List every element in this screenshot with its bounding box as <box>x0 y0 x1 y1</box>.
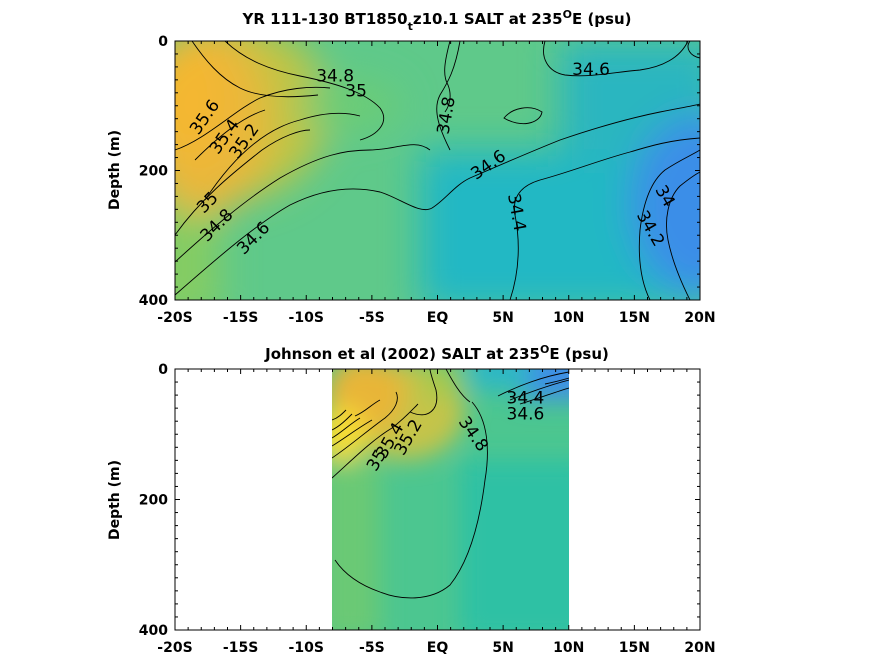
contour-label: 34.6 <box>572 60 610 80</box>
y-tick-label: 0 <box>158 34 168 50</box>
panel-1-contour-labels: 34.83535.635.435.23534.834.634.834.634.6… <box>186 60 678 259</box>
x-tick-label: 20N <box>684 310 715 326</box>
y-tick-label: 0 <box>158 362 168 378</box>
x-tick-label: 5N <box>492 310 513 326</box>
x-tick-label: 15N <box>619 310 650 326</box>
x-tick-label: -15S <box>223 640 258 656</box>
x-tick-label: -15S <box>223 310 258 326</box>
y-tick-label: 400 <box>139 293 168 309</box>
x-tick-label: 5N <box>492 640 513 656</box>
panel-1-contours <box>175 41 700 300</box>
panel-2-ylabel: Depth (m) <box>107 460 123 540</box>
x-tick-label: 10N <box>553 640 584 656</box>
panel-2-salinity-field <box>332 369 569 630</box>
y-tick-label: 400 <box>139 623 168 639</box>
panel-1-ylabel: Depth (m) <box>107 130 123 210</box>
y-tick-label: 200 <box>139 164 168 180</box>
panel-2-ticks: -20S -15S -10S -5S EQ 5N 10N 15N 20N 0 200 400 <box>139 362 716 656</box>
panel-2-title: Johnson et al (2002) SALT at 235OE (psu) <box>264 343 609 363</box>
x-tick-label: EQ <box>427 640 449 656</box>
contour-label: 34.8 <box>316 67 354 87</box>
x-tick-label: -10S <box>289 310 324 326</box>
y-tick-label: 200 <box>139 493 168 509</box>
contour-label: 35 <box>345 82 367 102</box>
panel-1-title: YR 111-130 BT1850tz10.1 SALT at 235OE (p… <box>241 8 631 33</box>
x-tick-label: EQ <box>427 310 449 326</box>
x-tick-label: -5S <box>359 640 385 656</box>
x-tick-label: -10S <box>289 640 324 656</box>
x-tick-label: -5S <box>359 310 385 326</box>
x-tick-label: -20S <box>157 310 192 326</box>
contour-label: 34.6 <box>507 405 545 425</box>
panel-1-ticks: -20S -15S -10S -5S EQ 5N 10N 15N 20N 0 200 400 <box>139 34 716 326</box>
contour-label: 34.4 <box>507 388 545 408</box>
x-tick-label: -20S <box>157 640 192 656</box>
x-tick-label: 10N <box>553 310 584 326</box>
panel-2: Johnson et al (2002) SALT at 235OE (psu) <box>107 343 716 656</box>
panel-1-salinity-field <box>175 41 700 300</box>
panel-2-contours <box>332 369 569 599</box>
x-tick-label: 15N <box>619 640 650 656</box>
panel-1: YR 111-130 BT1850tz10.1 SALT at 235OE (p… <box>107 8 716 326</box>
x-tick-label: 20N <box>684 640 715 656</box>
